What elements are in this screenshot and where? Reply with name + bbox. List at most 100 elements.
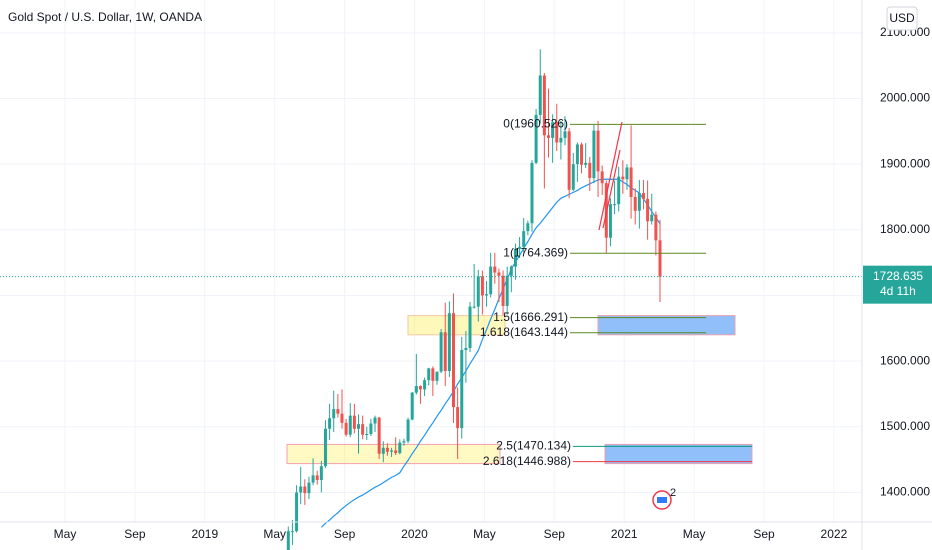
candle-body [357,424,361,429]
candle-body [431,368,435,381]
candle-body [567,131,571,190]
candle-body [336,409,340,414]
event-flag[interactable] [657,497,667,503]
candle-body [658,240,662,277]
candle-body [575,144,579,165]
candle-body [365,434,369,436]
zone [286,443,501,465]
candle-body [538,75,542,115]
x-tick-label: Sep [753,527,775,541]
candle-body [323,428,327,467]
candle-body [390,450,394,452]
candle-body [340,413,344,423]
candle-body [377,417,381,454]
candle-body [373,417,377,424]
candle-body [509,266,513,276]
candle-body [452,313,455,408]
y-tick-label: 1600.000 [880,353,930,367]
candle-body [307,482,311,494]
event-count[interactable]: 2 [670,487,676,499]
candle-body [398,442,402,454]
candle-body [493,266,497,273]
fib-label: 0(1960.526) [503,117,568,131]
x-tick-label: Sep [544,527,566,541]
candle-body [551,122,555,138]
x-tick-label: Sep [334,527,356,541]
x-tick-label: 2019 [191,527,218,541]
candle-body [385,447,389,452]
candle-body [410,392,414,420]
fib-label: 1.618(1643.144) [480,325,568,339]
y-tick-label: 1800.000 [880,222,930,236]
candle-body [637,193,641,211]
y-tick-label: 1500.000 [880,419,930,433]
last-price-box [863,265,932,304]
candle-body [596,130,600,172]
candle-body [497,272,501,276]
candle-body [352,415,356,429]
candle-body [534,114,538,163]
candle-body [348,415,352,435]
candle-body [584,162,588,165]
x-tick-label: May [473,527,496,541]
candle-body [530,162,534,224]
candle-body [608,204,612,238]
candle-body [319,466,323,480]
trend-line [598,121,623,231]
candle-body [423,380,427,390]
candle-body [315,475,319,480]
candle-body [464,348,468,350]
candle-body [311,475,315,483]
x-tick-label: May [683,527,706,541]
candle-body [456,407,460,429]
candle-body [592,130,596,178]
candle-body [299,486,303,493]
fib-label: 1(1764.369) [503,245,568,259]
candle-body [629,167,633,197]
candle-body [406,419,410,442]
x-tick-label: 2021 [611,527,638,541]
candle-body [542,75,546,136]
candle-body [588,162,592,178]
candle-body [394,450,398,454]
candle-body [414,386,418,393]
candle-body [295,492,299,532]
candle-body [418,386,422,390]
candle-body [460,349,464,429]
candle-body [381,447,385,454]
candle-body [485,294,489,296]
currency-button[interactable] [886,6,918,31]
candle-body [328,418,332,429]
candle-body [513,248,517,267]
candle-body [654,214,658,241]
candle-body [625,167,629,180]
candle-body [439,332,443,372]
candle-body [303,486,307,494]
currency-label[interactable]: USD [889,11,915,25]
x-tick-label: Sep [124,527,146,541]
fib-label: 1.5(1666.291) [493,310,568,324]
candle-body [344,422,348,435]
candle-body [468,306,472,348]
candle-body [476,276,480,307]
candle-body [427,368,431,381]
axes: 1400.0001500.0001600.0001700.0001800.000… [54,25,932,541]
candle-body [646,198,650,222]
candle-body [472,306,476,308]
candle-body [501,275,505,306]
candle-body [286,531,290,550]
candle-body [505,275,509,306]
candle-body [518,246,522,249]
candle-body [559,137,563,143]
plot-area: 0(1960.526) 1(1764.369) 1.5(1666.291)1.618… [0,49,862,550]
zone [604,443,753,465]
y-tick-label: 1400.000 [880,485,930,499]
candle-body [447,313,451,371]
candle-body [480,276,484,296]
candle-body [522,231,526,247]
candle-body [650,214,654,222]
candle-body [369,423,373,435]
x-tick-label: 2020 [401,527,428,541]
candle-body [435,371,439,381]
